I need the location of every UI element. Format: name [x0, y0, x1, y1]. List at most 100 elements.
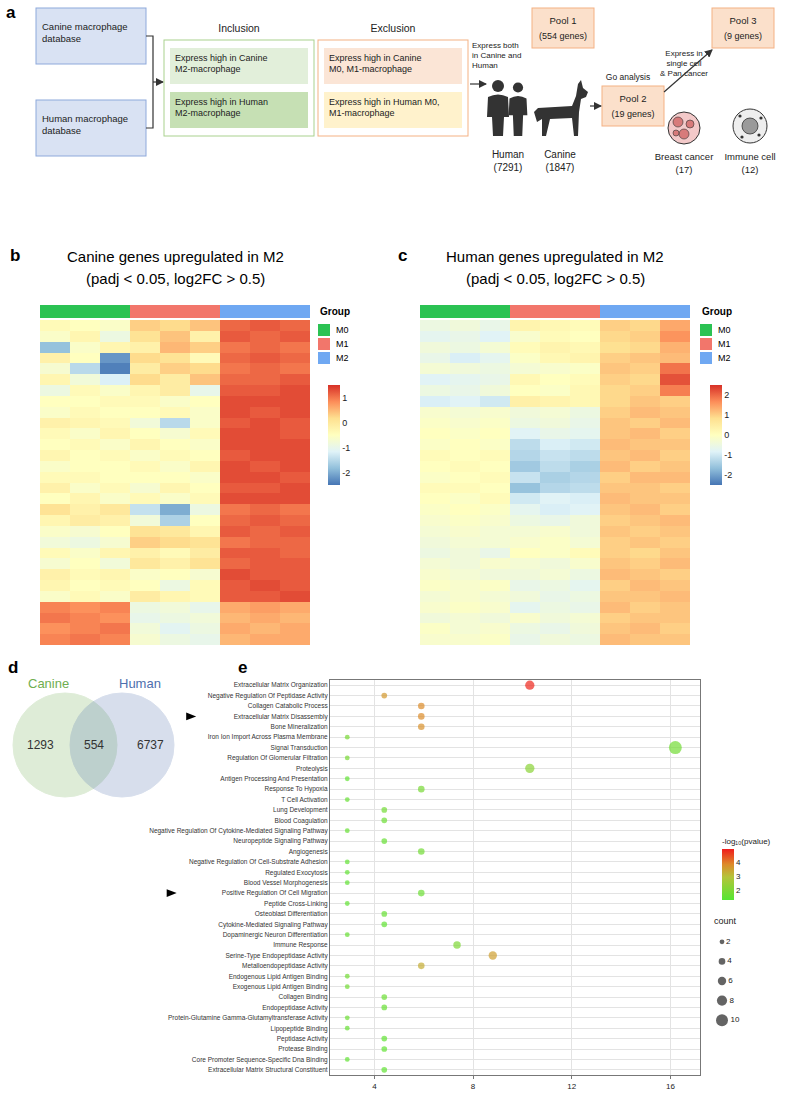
- svg-text:6737: 6737: [137, 738, 164, 752]
- svg-text:Proteolysis: Proteolysis: [296, 765, 329, 773]
- svg-text:(17): (17): [676, 164, 693, 175]
- svg-text:M0, M1-macrophage: M0, M1-macrophage: [329, 64, 412, 74]
- svg-text:Group: Group: [320, 306, 350, 317]
- svg-text:d: d: [8, 658, 18, 677]
- svg-text:1: 1: [724, 410, 729, 420]
- svg-text:2: 2: [726, 937, 731, 946]
- svg-text:Express high in Canine: Express high in Canine: [175, 53, 268, 63]
- svg-text:Blood Vessel Morphogenesis: Blood Vessel Morphogenesis: [244, 879, 329, 887]
- svg-text:Osteoblast Differentiation: Osteoblast Differentiation: [255, 910, 328, 917]
- svg-text:10: 10: [731, 1015, 740, 1024]
- svg-text:Go analysis: Go analysis: [606, 72, 650, 82]
- svg-text:1: 1: [342, 393, 347, 403]
- svg-text:Express in: Express in: [665, 49, 702, 58]
- svg-text:Express both: Express both: [472, 41, 519, 50]
- svg-text:12: 12: [567, 1082, 576, 1091]
- svg-text:Antigen Processing And Present: Antigen Processing And Presentation: [220, 775, 328, 783]
- svg-text:-1: -1: [342, 443, 350, 453]
- svg-text:(12): (12): [742, 164, 759, 175]
- svg-text:Endopeptidase Activity: Endopeptidase Activity: [262, 1004, 328, 1012]
- svg-text:Immune cell: Immune cell: [724, 151, 775, 162]
- svg-text:Metalloendopeptidase Activity: Metalloendopeptidase Activity: [242, 962, 328, 970]
- svg-text:8: 8: [471, 1082, 476, 1091]
- svg-text:1293: 1293: [27, 738, 54, 752]
- svg-text:Breast cancer: Breast cancer: [655, 151, 714, 162]
- svg-text:Negative Regulation Of Cell-Su: Negative Regulation Of Cell-Substrate Ad…: [189, 858, 328, 866]
- svg-text:Core Promoter Sequence-Specifi: Core Promoter Sequence-Specific Dna Bind…: [192, 1056, 328, 1064]
- svg-text:Protein-Glutamine Gamma-Glutam: Protein-Glutamine Gamma-Glutamyltransfer…: [168, 1014, 328, 1022]
- svg-text:-2: -2: [342, 468, 350, 478]
- svg-text:4: 4: [736, 858, 741, 867]
- svg-text:e: e: [238, 658, 247, 677]
- svg-text:(554 genes): (554 genes): [539, 31, 587, 41]
- svg-text:M1-macrophage: M1-macrophage: [329, 108, 395, 118]
- svg-text:Regulation Of Glomerular Filtr: Regulation Of Glomerular Filtration: [227, 754, 328, 762]
- svg-text:Response To Hypoxia: Response To Hypoxia: [265, 785, 328, 793]
- svg-text:Express high in Human: Express high in Human: [175, 97, 268, 107]
- svg-text:Human macrophage: Human macrophage: [42, 113, 128, 124]
- svg-text:M2-macrophage: M2-macrophage: [175, 64, 241, 74]
- svg-text:M1: M1: [718, 339, 731, 349]
- svg-text:b: b: [10, 246, 20, 265]
- svg-text:Lipopeptide Binding: Lipopeptide Binding: [271, 1024, 328, 1032]
- svg-text:Human genes upregulated in M2: Human genes upregulated in M2: [446, 248, 664, 265]
- svg-text:c: c: [398, 246, 407, 265]
- svg-text:0: 0: [342, 418, 347, 428]
- svg-text:554: 554: [84, 738, 104, 752]
- svg-text:6: 6: [728, 976, 733, 985]
- svg-text:Pool 2: Pool 2: [620, 93, 647, 104]
- svg-text:count: count: [714, 916, 737, 926]
- svg-text:(19 genes): (19 genes): [611, 109, 654, 119]
- svg-text:Blood Coagulation: Blood Coagulation: [275, 817, 329, 825]
- svg-text:Inclusion: Inclusion: [218, 22, 260, 34]
- svg-text:-2: -2: [724, 470, 732, 480]
- svg-text:Signal Transduction: Signal Transduction: [271, 744, 328, 752]
- svg-text:Extracellular Matrix Organizat: Extracellular Matrix Organization: [234, 681, 328, 689]
- svg-text:Canine macrophage: Canine macrophage: [42, 21, 128, 32]
- svg-text:Bone Mineralization: Bone Mineralization: [271, 723, 328, 730]
- svg-text:Serine-Type Endopeptidase Acti: Serine-Type Endopeptidase Activity: [225, 952, 328, 960]
- svg-text:M0: M0: [336, 325, 349, 335]
- svg-text:(padj < 0.05, log2FC > 0.5): (padj < 0.05, log2FC > 0.5): [86, 270, 265, 287]
- svg-text:4: 4: [372, 1082, 377, 1091]
- svg-text:Pool 1: Pool 1: [550, 15, 577, 26]
- svg-text:Express high in Human M0,: Express high in Human M0,: [329, 97, 440, 107]
- svg-text:Canine: Canine: [544, 149, 576, 160]
- svg-text:-log₁₀(pvalue): -log₁₀(pvalue): [722, 837, 771, 846]
- svg-text:in Canine and: in Canine and: [472, 51, 521, 60]
- svg-text:Dopaminergic Neuron Differenti: Dopaminergic Neuron Differentiation: [223, 931, 328, 939]
- svg-text:& Pan cancer: & Pan cancer: [660, 69, 708, 78]
- svg-text:Neuropeptide Signaling Pathway: Neuropeptide Signaling Pathway: [233, 837, 328, 845]
- svg-text:Peptide Cross-Linking: Peptide Cross-Linking: [264, 900, 328, 908]
- svg-text:Collagen Catabolic Process: Collagen Catabolic Process: [248, 702, 329, 710]
- svg-text:Peptidase Activity: Peptidase Activity: [277, 1035, 329, 1043]
- svg-text:Extracellular Matrix Structura: Extracellular Matrix Structural Constitu…: [208, 1066, 328, 1073]
- svg-text:Iron Ion Import Across Plasma: Iron Ion Import Across Plasma Membrane: [208, 733, 328, 741]
- svg-text:M0: M0: [718, 325, 731, 335]
- svg-text:M2: M2: [718, 353, 731, 363]
- svg-text:(9 genes): (9 genes): [724, 31, 762, 41]
- svg-text:Lung Development: Lung Development: [273, 806, 328, 814]
- svg-text:Collagen Binding: Collagen Binding: [279, 993, 329, 1001]
- svg-text:3: 3: [736, 872, 741, 881]
- svg-text:(7291): (7291): [494, 162, 523, 173]
- svg-text:Immune Response: Immune Response: [273, 941, 328, 949]
- svg-text:Canine: Canine: [28, 676, 69, 691]
- svg-text:Canine genes upregulated in M2: Canine genes upregulated in M2: [67, 248, 284, 265]
- svg-text:(padj < 0.05, log2FC > 0.5): (padj < 0.05, log2FC > 0.5): [466, 270, 645, 287]
- svg-text:Regulated Exocytosis: Regulated Exocytosis: [265, 869, 328, 877]
- svg-text:Positive Regulation Of Cell Mi: Positive Regulation Of Cell Migration: [222, 889, 328, 897]
- svg-text:-1: -1: [724, 450, 732, 460]
- svg-text:(1847): (1847): [546, 162, 575, 173]
- svg-text:2: 2: [724, 390, 729, 400]
- svg-text:Human: Human: [119, 676, 161, 691]
- svg-text:2: 2: [736, 886, 741, 895]
- svg-text:database: database: [42, 125, 81, 136]
- svg-text:Extracellular Matrix Disassemb: Extracellular Matrix Disassembly: [234, 713, 329, 721]
- svg-text:Cytokine-Mediated Signaling Pa: Cytokine-Mediated Signaling Pathway: [218, 921, 328, 929]
- svg-text:8: 8: [729, 996, 734, 1005]
- svg-text:M2-macrophage: M2-macrophage: [175, 108, 241, 118]
- svg-text:a: a: [6, 3, 16, 22]
- svg-text:Exogenous Lipid Antigen Bindin: Exogenous Lipid Antigen Binding: [233, 983, 328, 991]
- svg-text:Endogenous Lipid Antigen Bindi: Endogenous Lipid Antigen Binding: [229, 973, 328, 981]
